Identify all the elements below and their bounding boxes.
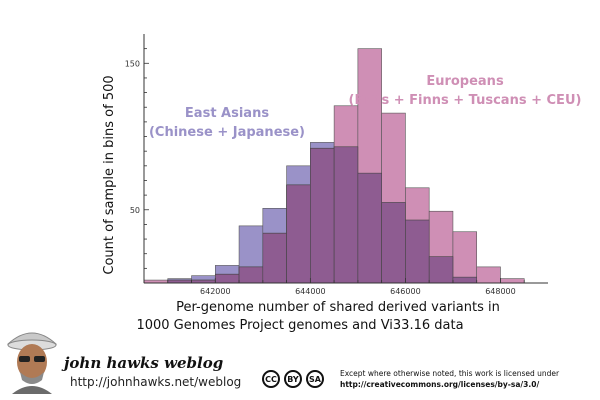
overlap-bar (333, 146, 359, 284)
overlap-bar (310, 147, 335, 284)
x-tick-label: 644000 (295, 287, 326, 296)
legend-europeans-title: Europeans (426, 74, 504, 89)
license-notice: Except where otherwise noted, this work … (340, 368, 598, 390)
y-tick-label: 50 (130, 206, 140, 215)
cc-icons: CC BY SA (262, 370, 324, 388)
attribution-icon: BY (284, 370, 302, 388)
license-url-link[interactable]: http://creativecommons.org/licenses/by-s… (340, 380, 540, 389)
share-alike-icon: SA (306, 370, 324, 388)
blog-url-link[interactable]: http://johnhawks.net/weblog (70, 375, 242, 389)
legend-east-asians-subtitle: (Chinese + Japanese) (149, 125, 305, 140)
license-notice-text: Except where otherwise noted, this work … (340, 369, 560, 378)
overlap-bar (286, 184, 311, 284)
x-tick-label: 648000 (485, 287, 516, 296)
overlap-bar (381, 202, 406, 284)
y-tick-label: 150 (125, 59, 140, 68)
overlap-bar (357, 172, 382, 284)
author-avatar (7, 332, 57, 394)
histogram-chart: 50 150 642000 644000 646000 648000 Count of s… (102, 34, 582, 315)
creative-commons-icon: CC (262, 370, 280, 388)
overlap-bar (452, 276, 478, 284)
x-tick-label: 642000 (200, 287, 231, 296)
overlap-bars (167, 146, 478, 284)
overlap-bar (428, 256, 454, 284)
x-axis-label-line1: Per-genome number of shared derived vari… (176, 300, 500, 315)
footer: 1000 Genomes Project genomes and Vi33.16… (0, 318, 600, 400)
europeans-bar (452, 231, 478, 284)
overlap-bar (238, 266, 264, 284)
overlap-bar (405, 219, 430, 284)
x-tick-label: 646000 (390, 287, 421, 296)
legend-east-asians-title: East Asians (185, 106, 269, 121)
europeans-bar (500, 278, 525, 284)
overlap-bar (214, 273, 240, 284)
europeans-bar (476, 266, 501, 284)
legend-europeans-subtitle: (Brits + Finns + Tuscans + CEU) (349, 93, 582, 108)
y-axis-label: Count of sample in bins of 500 (102, 75, 117, 274)
overlap-bar (262, 232, 287, 284)
axis-ticks: 50 150 642000 644000 646000 648000 (125, 48, 525, 296)
blog-title: john hawks weblog (64, 354, 224, 372)
x-axis-label-line2: 1000 Genomes Project genomes and Vi33.16… (136, 318, 464, 333)
